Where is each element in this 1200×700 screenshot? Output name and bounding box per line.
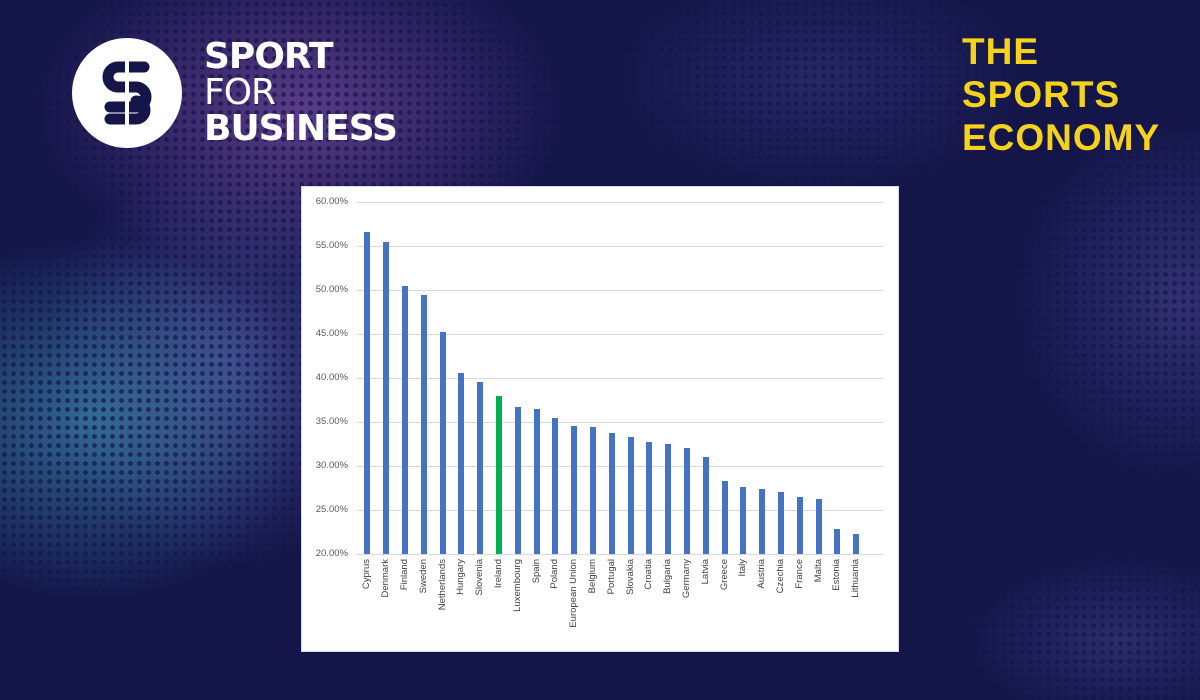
gridline <box>357 422 884 423</box>
bar-malta <box>815 499 822 554</box>
bar-croatia <box>646 442 653 554</box>
gridline <box>357 202 884 203</box>
bar-estonia <box>834 529 841 554</box>
headline-line-2: SPORTS <box>962 74 1121 115</box>
bar-finland <box>402 286 408 554</box>
headline-line-3: ECONOMY <box>962 117 1161 158</box>
bar-france <box>796 496 803 554</box>
sb-monogram-icon <box>72 38 182 148</box>
bar-hungary <box>458 372 465 554</box>
x-tick-label: Austria <box>756 559 768 589</box>
x-tick-label: Lithuania <box>850 559 862 598</box>
x-tick-label: Slovenia <box>474 559 486 596</box>
bar-austria <box>759 488 766 554</box>
y-tick-label: 30.00% <box>315 460 348 471</box>
x-tick-label: Netherlands <box>436 559 448 611</box>
gridline <box>357 554 884 555</box>
bar-luxembourg <box>514 407 521 554</box>
gridline <box>357 290 884 291</box>
gridline <box>357 510 884 511</box>
x-tick-label: Belgium <box>587 559 598 594</box>
x-tick-label: European Union <box>568 559 580 628</box>
gridline <box>357 246 884 247</box>
bar-sweden <box>420 295 427 554</box>
x-tick-label: Estonia <box>831 559 843 591</box>
y-tick-label: 55.00% <box>315 240 348 251</box>
gridline <box>357 334 884 335</box>
bar-slovenia <box>477 382 484 554</box>
bar-ireland <box>496 395 502 554</box>
x-tick-label: Greece <box>718 559 730 591</box>
x-tick-label: Finland <box>399 559 410 591</box>
bar-latvia <box>702 457 709 554</box>
x-tick-label: Italy <box>737 559 749 577</box>
x-tick-label: Czechia <box>775 559 786 594</box>
x-tick-label: Bulgaria <box>662 559 674 594</box>
y-tick-label: 25.00% <box>315 504 348 515</box>
x-tick-label: Luxembourg <box>511 559 523 612</box>
x-tick-label: Croatia <box>643 559 655 590</box>
x-tick-label: Hungary <box>455 559 467 595</box>
x-tick-label: Poland <box>549 559 561 589</box>
x-tick-label: Latvia <box>699 559 711 585</box>
sport-for-business-logo: SPORT FOR BUSINESS <box>72 36 398 149</box>
x-tick-label: Germany <box>681 559 692 599</box>
y-tick-label: 40.00% <box>315 372 348 383</box>
bar-belgium <box>590 427 596 554</box>
bar-lithuania <box>853 533 860 554</box>
x-tick-label: France <box>793 559 805 589</box>
y-tick-label: 50.00% <box>315 284 348 295</box>
y-tick-label: 20.00% <box>315 548 348 559</box>
bar-greece <box>721 480 728 554</box>
bar-italy <box>740 487 747 554</box>
logo-wordmark: SPORT FOR BUSINESS <box>204 36 398 149</box>
logo-line-for: FOR <box>204 72 276 113</box>
x-tick-label: Sweden <box>417 559 429 594</box>
bar-slovakia <box>627 436 634 554</box>
bar-cyprus <box>364 231 371 554</box>
y-tick-label: 45.00% <box>315 328 348 339</box>
logo-line-sport: SPORT <box>204 36 334 77</box>
y-tick-label: 35.00% <box>315 416 348 427</box>
x-tick-label: Slovakia <box>624 559 636 595</box>
x-tick-label: Spain <box>530 559 542 584</box>
bar-portugal <box>608 432 615 554</box>
x-tick-label: Malta <box>812 559 824 583</box>
bar-european-union <box>571 426 578 554</box>
x-tick-label: Portugal <box>605 559 617 595</box>
logo-line-business: BUSINESS <box>204 108 398 149</box>
gridline <box>357 378 884 379</box>
bar-bulgaria <box>665 444 672 554</box>
bar-poland <box>552 418 559 554</box>
bar-spain <box>533 408 540 554</box>
bar-netherlands <box>439 332 446 554</box>
headline-line-1: THE <box>962 31 1039 72</box>
bar-czechia <box>778 491 784 554</box>
headline-the-sports-economy: THE SPORTS ECONOMY <box>962 30 1160 159</box>
bar-denmark <box>383 242 390 554</box>
x-tick-label: Cyprus <box>361 559 373 590</box>
gridline <box>357 466 884 467</box>
y-tick-label: 60.00% <box>315 196 348 207</box>
bar-germany <box>684 448 690 554</box>
x-tick-label: Ireland <box>493 559 504 589</box>
x-tick-label: Denmark <box>380 559 392 598</box>
bar-chart: 60.00% 55.00% 50.00% 45.00% 40.00% 35.00% 30.0… <box>302 187 898 651</box>
